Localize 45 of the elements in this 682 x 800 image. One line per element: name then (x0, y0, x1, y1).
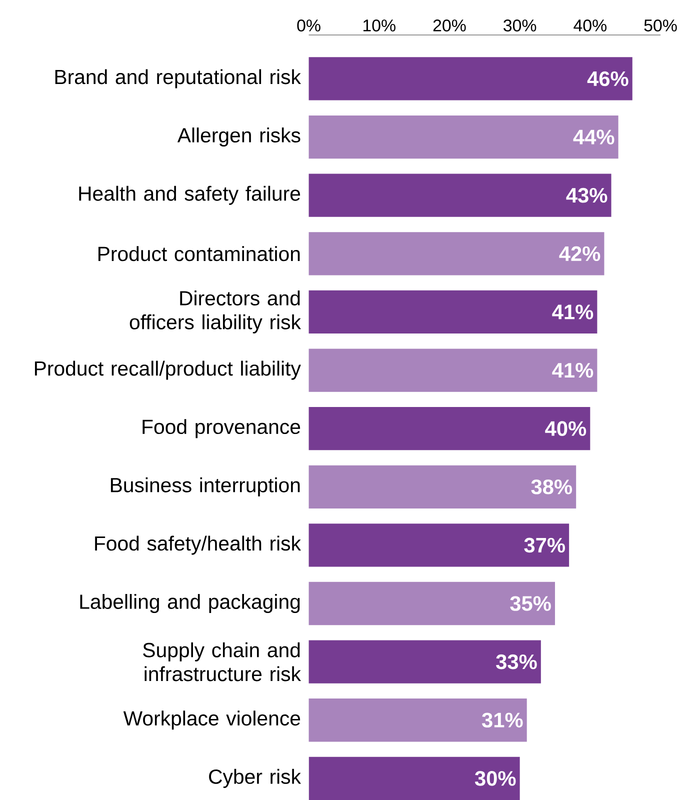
bar (308, 290, 597, 334)
y-tick-label: Workplace violence (123, 710, 300, 730)
data-label: 31% (482, 712, 523, 728)
x-tick-label: 20% (433, 19, 466, 32)
data-label: 30% (474, 771, 516, 786)
data-label: 44% (573, 130, 614, 144)
y-tick-label: Labelling and packaging (80, 594, 300, 614)
data-label: 38% (530, 479, 572, 494)
y-tick-label: Supply chain and infrastructure risk (142, 642, 301, 682)
data-label: 43% (566, 188, 607, 203)
bar (308, 465, 576, 508)
y-tick-label: Health and safety failure (78, 186, 300, 205)
y-tick-label: Cyber risk (208, 768, 301, 788)
bar (308, 348, 597, 392)
bar (308, 174, 612, 217)
y-tick-label: Food safety/health risk (94, 536, 301, 555)
data-label: 41% (552, 304, 593, 320)
bar (308, 698, 527, 742)
x-tick-label: 0% (296, 19, 320, 32)
y-tick-label: Food provenance (142, 419, 300, 438)
y-tick-label: Allergen risks (177, 128, 300, 147)
data-label: 42% (558, 246, 600, 262)
data-label: 37% (524, 538, 565, 553)
data-label: 33% (496, 654, 537, 670)
y-tick-label: Product recall/product liability (34, 360, 301, 380)
bar (308, 407, 590, 450)
bar (308, 756, 520, 800)
bar (308, 640, 541, 684)
y-tick-label: Directors and officers liability risk (130, 290, 301, 334)
x-tick-label: 50% (644, 19, 677, 32)
x-tick-label: 40% (573, 19, 606, 32)
data-label: 46% (587, 71, 628, 86)
y-tick-label: Product contamination (98, 246, 300, 262)
y-tick-label: Brand and reputational risk (55, 69, 301, 88)
bar (308, 232, 604, 276)
data-label: 35% (510, 596, 551, 611)
x-tick-label: 10% (363, 19, 396, 32)
bar (308, 524, 569, 567)
data-label: 40% (544, 421, 586, 436)
data-label: 41% (552, 362, 593, 378)
bar (308, 57, 632, 100)
x-tick-label: 30% (503, 19, 536, 32)
bar (308, 115, 618, 159)
y-tick-label: Business interruption (110, 477, 300, 496)
bar (308, 582, 555, 626)
